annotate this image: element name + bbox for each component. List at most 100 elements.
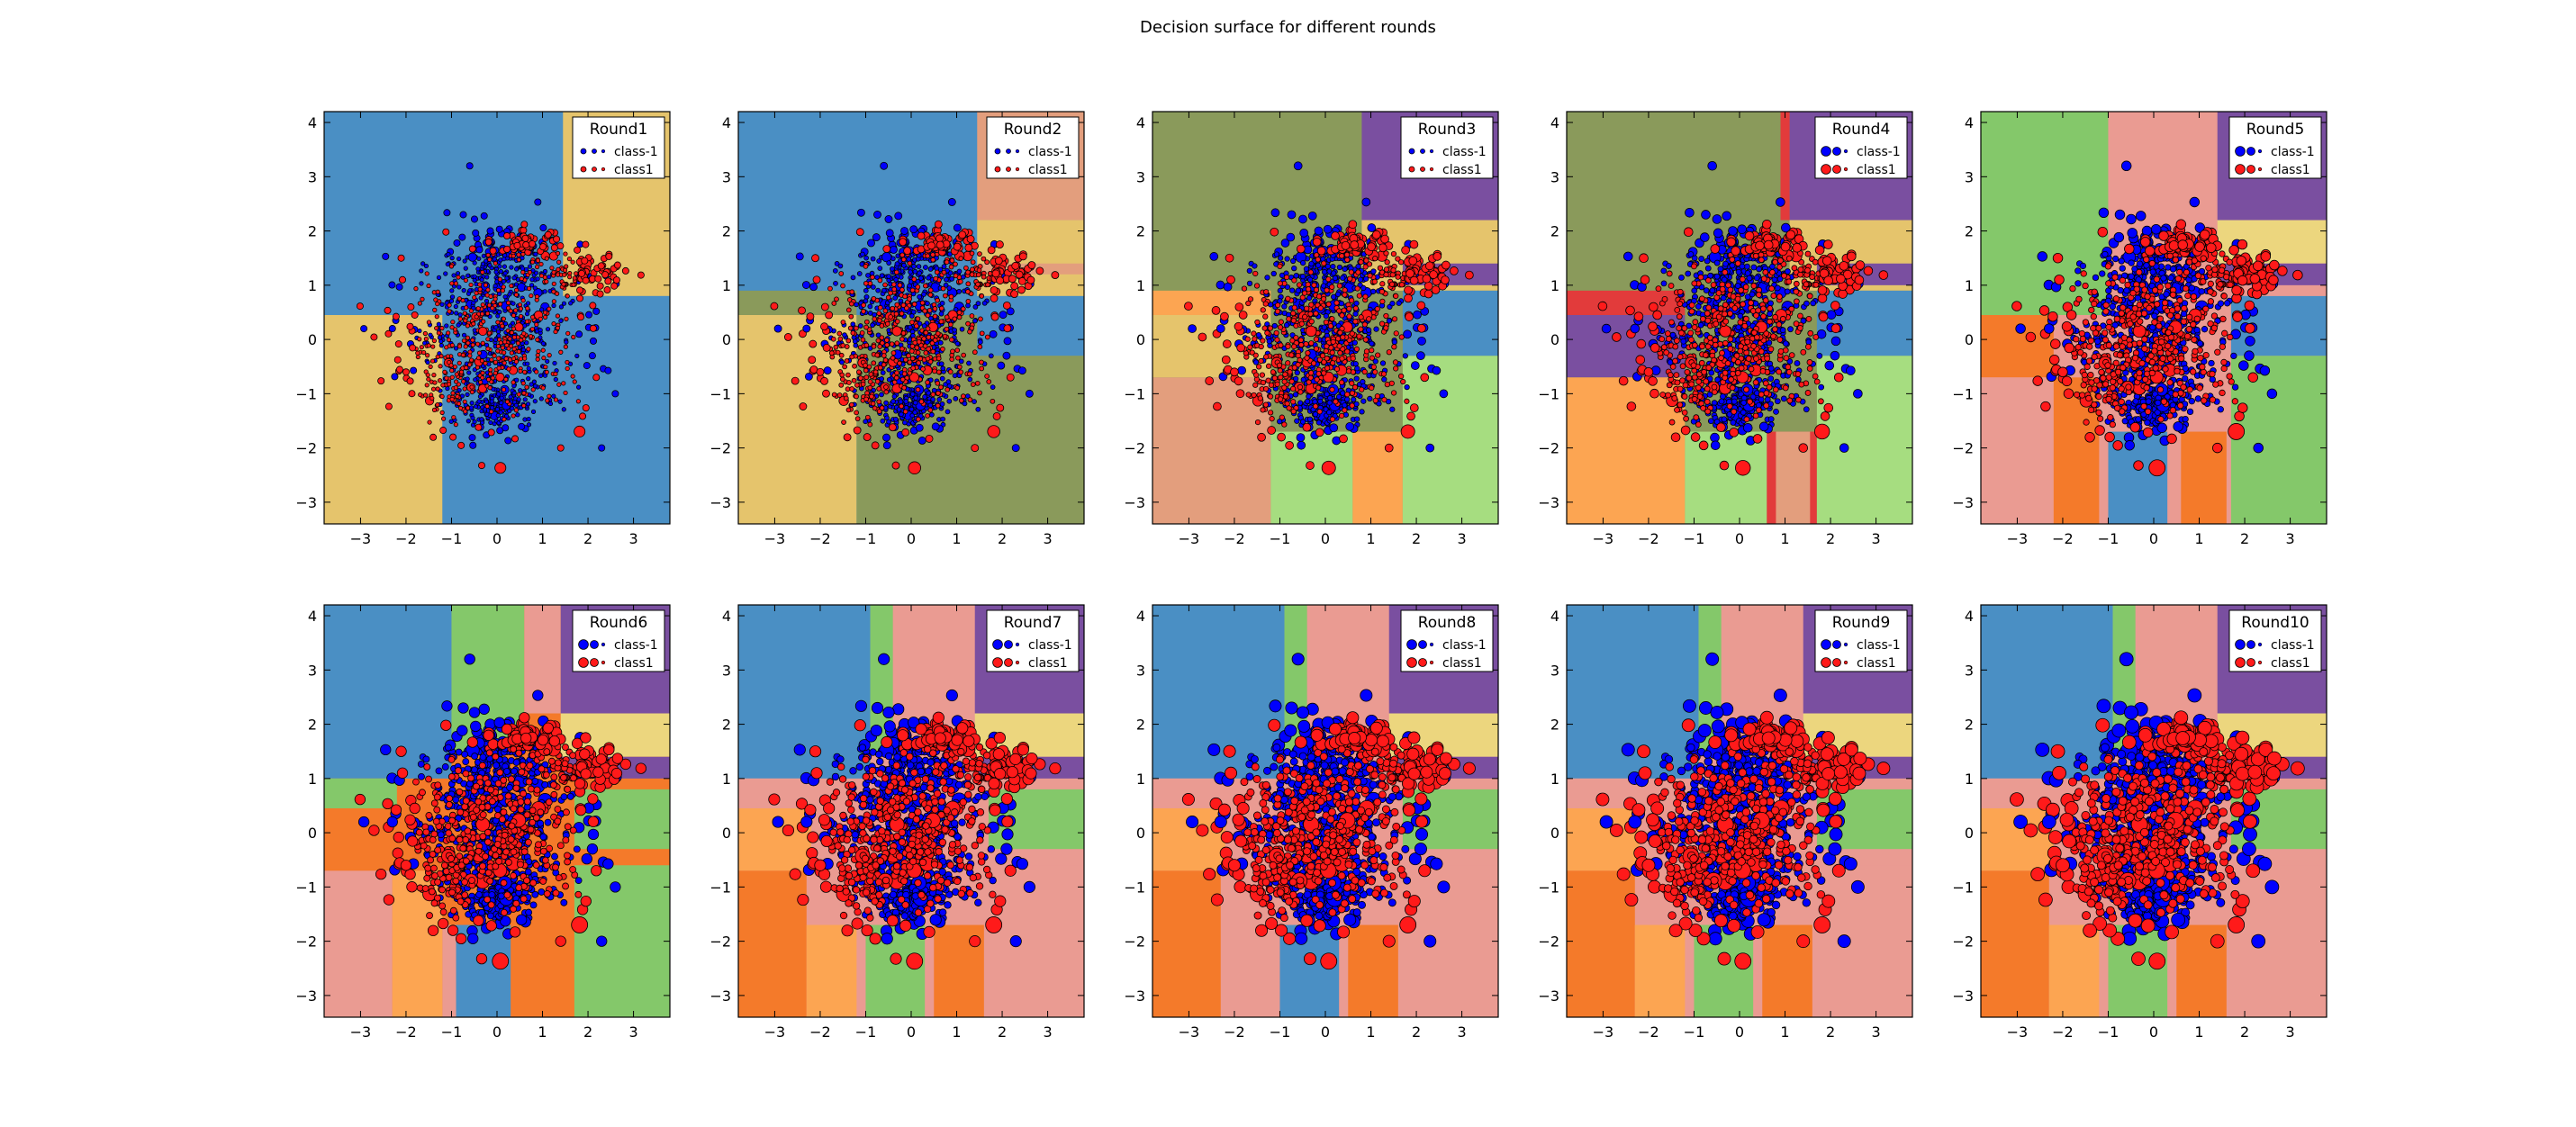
point-class-pos bbox=[854, 410, 859, 416]
point-class-neg bbox=[467, 288, 473, 293]
point-class-pos bbox=[894, 370, 899, 376]
decision-region bbox=[1567, 377, 1686, 524]
point-class-pos bbox=[1271, 374, 1278, 382]
point-class-neg bbox=[925, 301, 930, 307]
point-class-pos bbox=[934, 269, 940, 275]
x-tick-label: 0 bbox=[907, 530, 916, 547]
point-class-pos bbox=[1398, 282, 1406, 288]
point-class-pos bbox=[488, 293, 493, 299]
point-class-pos bbox=[393, 356, 402, 364]
point-class-pos bbox=[1314, 376, 1320, 383]
point-class-neg bbox=[1188, 324, 1197, 333]
point-class-pos bbox=[1254, 319, 1261, 326]
point-class-neg bbox=[1710, 440, 1721, 451]
point-class-pos bbox=[427, 419, 432, 425]
point-class-neg bbox=[997, 361, 1006, 370]
x-tick-label: 2 bbox=[1412, 530, 1421, 547]
point-class-pos bbox=[1441, 275, 1450, 284]
point-class-neg bbox=[870, 322, 875, 329]
point-class-pos bbox=[1329, 316, 1335, 322]
point-class-pos bbox=[956, 310, 963, 316]
point-class-neg bbox=[952, 373, 958, 379]
point-class-pos bbox=[589, 324, 597, 332]
point-class-neg bbox=[852, 338, 858, 345]
point-class-pos bbox=[518, 313, 524, 320]
point-class-neg bbox=[391, 373, 399, 381]
point-class-neg bbox=[410, 366, 418, 374]
point-class-neg bbox=[568, 301, 574, 306]
point-class-neg bbox=[1271, 322, 1278, 329]
point-class-pos bbox=[576, 286, 584, 294]
point-class-neg bbox=[592, 307, 601, 315]
point-class-neg bbox=[1294, 418, 1300, 424]
point-class-neg bbox=[1737, 224, 1747, 235]
point-class-pos bbox=[877, 277, 883, 284]
point-class-neg bbox=[436, 275, 442, 280]
point-class-pos bbox=[1391, 344, 1397, 350]
point-class-pos bbox=[456, 360, 462, 365]
legend-entry-class-neg: class-1 bbox=[1028, 145, 1072, 159]
point-class-pos bbox=[576, 294, 584, 302]
point-class-pos bbox=[859, 330, 865, 336]
point-class-pos bbox=[1408, 256, 1418, 266]
point-class-pos bbox=[478, 326, 488, 337]
point-class-neg bbox=[476, 256, 482, 261]
point-class-neg bbox=[525, 301, 531, 306]
point-class-pos bbox=[1404, 285, 1413, 295]
point-class-pos bbox=[536, 348, 541, 354]
point-class-pos bbox=[384, 402, 393, 410]
point-class-pos bbox=[891, 286, 898, 293]
point-class-neg bbox=[1750, 264, 1758, 271]
point-class-pos bbox=[501, 387, 507, 392]
point-class-pos bbox=[1304, 355, 1310, 361]
point-class-pos bbox=[835, 349, 841, 356]
point-class-pos bbox=[452, 364, 457, 370]
point-class-pos bbox=[1254, 419, 1261, 426]
point-class-pos bbox=[430, 344, 436, 349]
point-class-pos bbox=[914, 345, 920, 351]
point-class-neg bbox=[558, 304, 565, 310]
point-class-pos bbox=[1277, 263, 1283, 270]
point-class-pos bbox=[1325, 301, 1332, 308]
point-class-pos bbox=[621, 266, 629, 275]
point-class-neg bbox=[891, 393, 898, 400]
point-class-neg bbox=[420, 261, 426, 266]
point-class-neg bbox=[529, 283, 535, 288]
point-class-neg bbox=[529, 276, 535, 283]
point-class-pos bbox=[478, 380, 484, 385]
point-class-neg bbox=[448, 298, 455, 303]
point-class-pos bbox=[863, 324, 869, 330]
y-tick-label: −3 bbox=[710, 494, 731, 511]
point-class-pos bbox=[967, 329, 972, 335]
point-class-pos bbox=[903, 247, 912, 256]
point-class-neg bbox=[497, 310, 502, 315]
point-class-pos bbox=[1291, 277, 1297, 284]
legend-entry-class-pos: class1 bbox=[614, 163, 654, 177]
x-tick-label: −2 bbox=[1224, 530, 1245, 547]
point-class-pos bbox=[875, 338, 881, 344]
point-class-neg bbox=[540, 341, 547, 347]
point-class-pos bbox=[958, 369, 964, 375]
point-class-pos bbox=[421, 350, 427, 356]
x-tick-label: 1 bbox=[952, 530, 961, 547]
point-class-neg bbox=[499, 395, 504, 401]
point-class-pos bbox=[965, 281, 972, 287]
point-class-neg bbox=[923, 265, 928, 270]
point-class-pos bbox=[566, 256, 572, 262]
point-class-pos bbox=[927, 287, 934, 293]
point-class-pos bbox=[933, 275, 939, 282]
point-class-pos bbox=[468, 245, 476, 253]
point-class-pos bbox=[487, 385, 493, 391]
point-class-pos bbox=[543, 365, 548, 370]
point-class-pos bbox=[498, 302, 503, 307]
point-class-pos bbox=[1431, 285, 1441, 294]
point-class-neg bbox=[511, 275, 517, 281]
point-class-pos bbox=[503, 356, 509, 362]
point-class-neg bbox=[893, 276, 899, 283]
point-class-neg bbox=[1329, 423, 1339, 433]
point-class-pos bbox=[1252, 352, 1259, 358]
point-class-pos bbox=[1380, 371, 1387, 377]
point-class-pos bbox=[960, 393, 966, 400]
point-class-pos bbox=[1298, 320, 1305, 327]
point-class-pos bbox=[447, 302, 452, 308]
